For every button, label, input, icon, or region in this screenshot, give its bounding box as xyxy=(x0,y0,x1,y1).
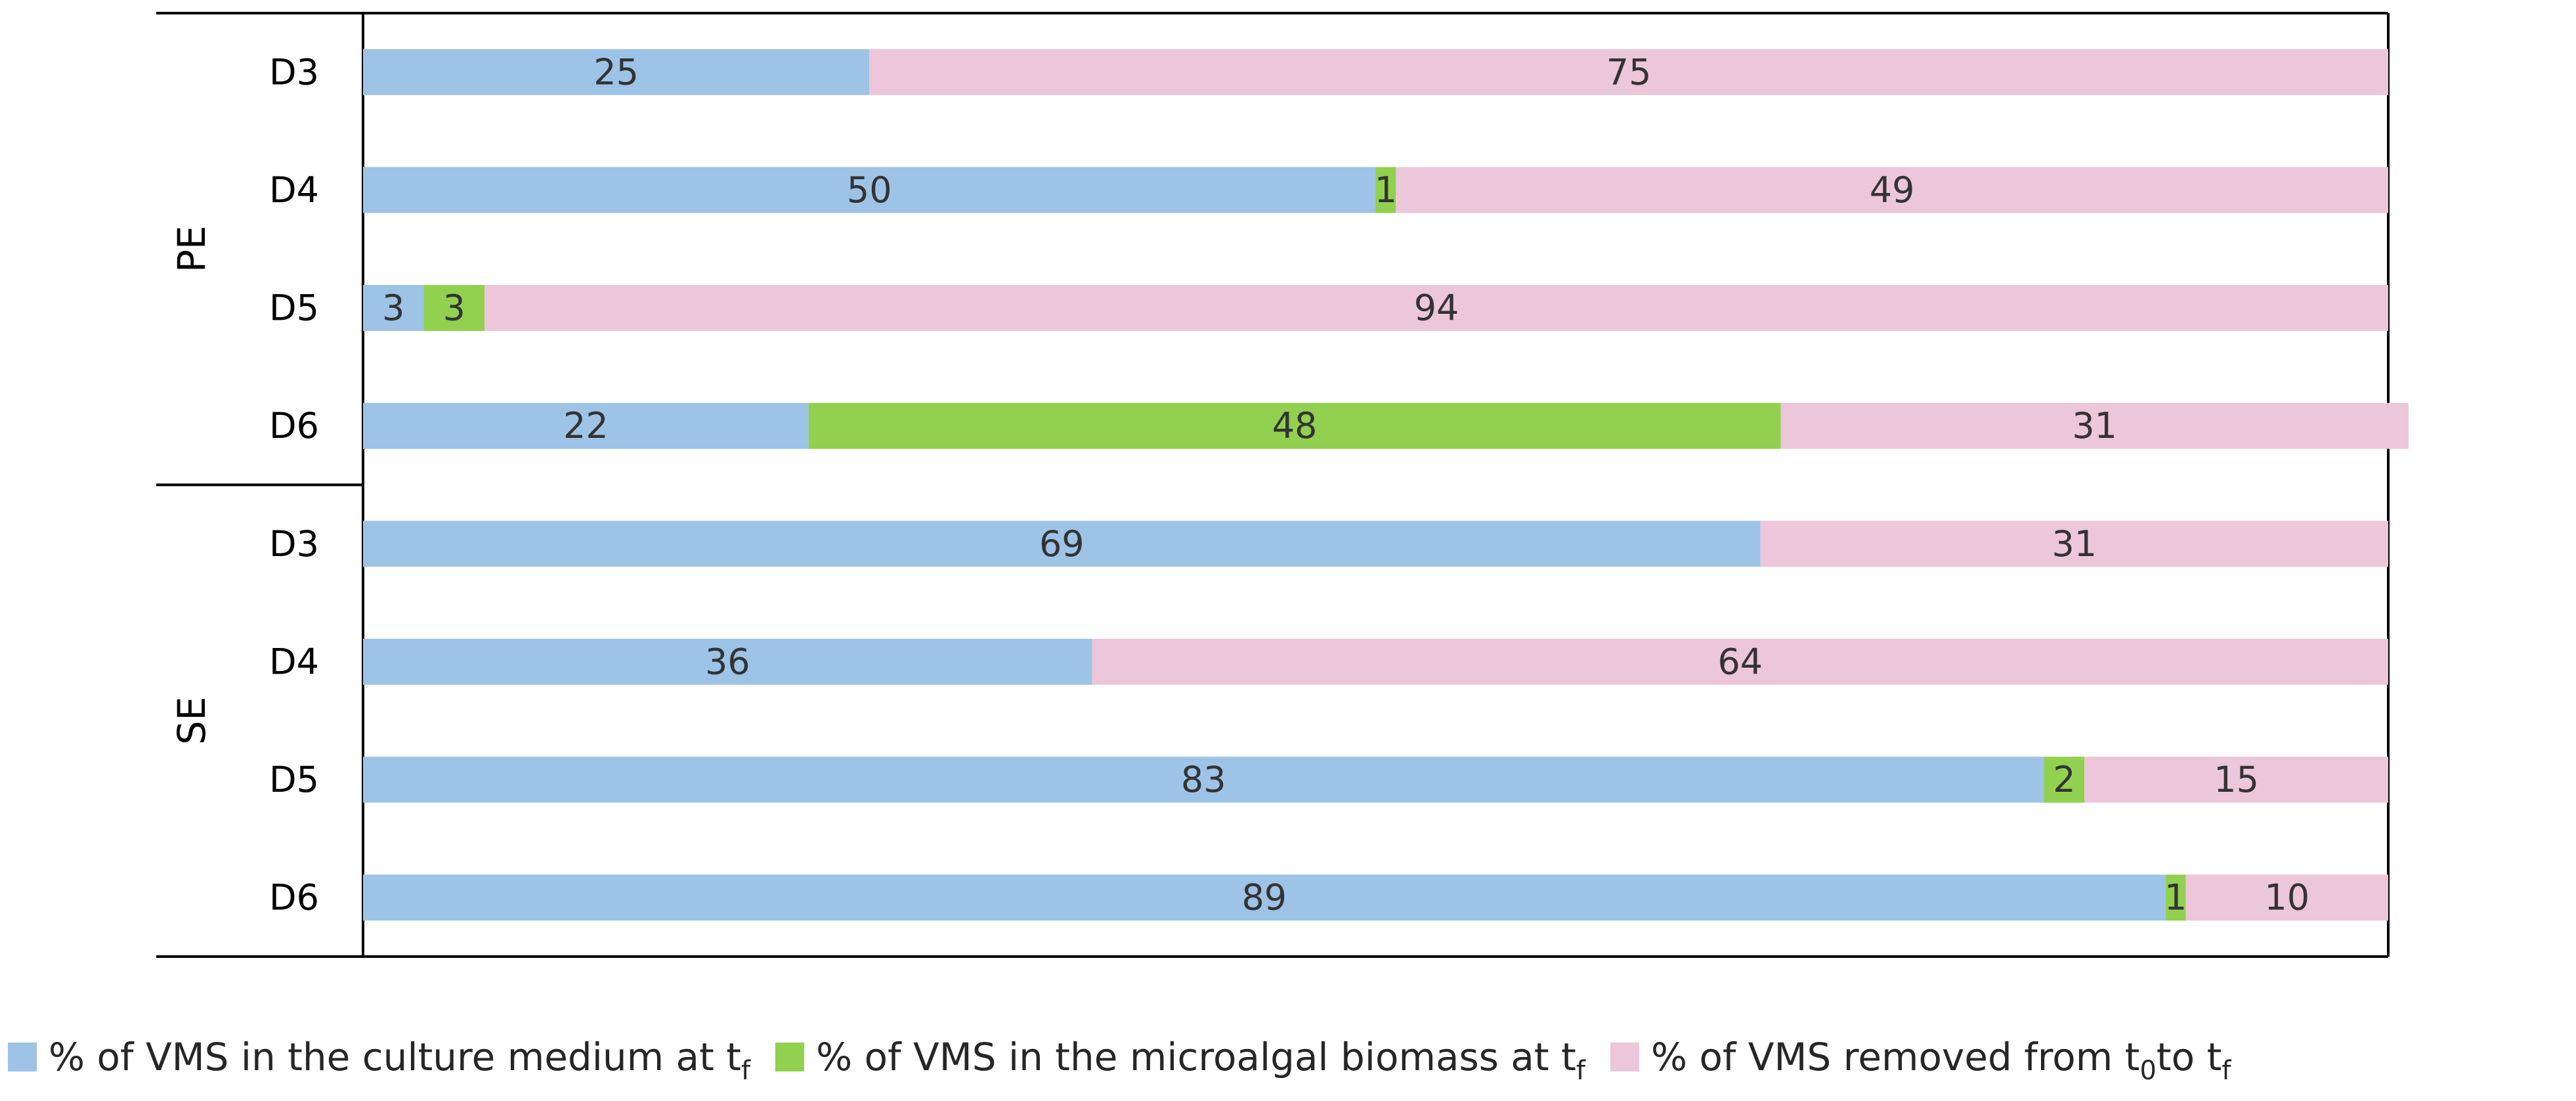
data-label-se-d3-series0: 69 xyxy=(1039,523,1084,565)
bar-segment-se-d6-series0 xyxy=(363,874,2166,921)
category-label-pe-d4: D4 xyxy=(269,169,319,211)
data-label-pe-d4-series1: 1 xyxy=(1375,169,1397,211)
data-label-se-d6-series2: 10 xyxy=(2264,877,2309,918)
category-label-se-d5: D5 xyxy=(269,759,319,800)
bar-segment-se-d5-series2 xyxy=(2084,756,2388,803)
category-label-pe-d3: D3 xyxy=(269,51,319,93)
category-label-pe-d6: D6 xyxy=(269,405,319,446)
bar-segment-pe-d6-series2 xyxy=(1780,402,2409,449)
bar-segment-pe-d4-series1 xyxy=(1375,167,1396,213)
data-label-se-d4-series0: 36 xyxy=(705,641,750,682)
data-label-pe-d6-series0: 22 xyxy=(563,405,609,446)
group-label-pe: PE xyxy=(169,225,214,272)
category-label-se-d3: D3 xyxy=(269,523,319,565)
data-label-pe-d5-series2: 94 xyxy=(1414,288,1459,329)
bars: 25 75 50 1 49 3 3 94 22 48 31 69 31 36 64 83 2 15 89 1 10 xyxy=(363,49,2409,921)
data-label-pe-d6-series2: 31 xyxy=(2072,405,2117,446)
bar-segment-se-d3-series2 xyxy=(1760,521,2388,567)
data-label-se-d5-series0: 83 xyxy=(1181,759,1226,800)
bar-segment-pe-d6-series0 xyxy=(363,402,809,449)
data-label-pe-d6-series1: 48 xyxy=(1272,405,1318,446)
bar-segment-se-d4-series0 xyxy=(363,638,1092,685)
axis-labels: PE SE D3 D4 D5 D6 D3 D4 D5 D6 xyxy=(169,51,319,918)
category-label-se-d4: D4 xyxy=(269,641,319,682)
bar-segment-se-d5-series0 xyxy=(363,756,2044,803)
legend-swatch-removed xyxy=(1610,1043,1639,1071)
bar-segment-pe-d6-series1 xyxy=(808,402,1781,449)
bar-segment-se-d6-series1 xyxy=(2165,874,2186,921)
group-label-se: SE xyxy=(169,697,214,745)
bar-segment-pe-d4-series0 xyxy=(363,167,1376,213)
data-label-se-d6-series1: 1 xyxy=(2164,877,2187,918)
data-label-pe-d3-series2: 75 xyxy=(1606,51,1652,93)
data-label-se-d6-series0: 89 xyxy=(1241,877,1287,918)
bar-segment-pe-d5-series2 xyxy=(484,285,2388,332)
data-label-se-d5-series2: 15 xyxy=(2214,759,2259,800)
data-label-se-d3-series2: 31 xyxy=(2051,523,2097,565)
bar-segment-pe-d4-series2 xyxy=(1396,167,2388,213)
bar-segment-pe-d5-series1 xyxy=(423,285,485,332)
bar-segment-se-d6-series2 xyxy=(2185,874,2388,921)
category-label-pe-d5: D5 xyxy=(269,288,319,329)
data-label-pe-d3-series0: 25 xyxy=(593,51,639,93)
data-label-pe-d4-series0: 50 xyxy=(847,169,892,211)
bar-segment-pe-d5-series0 xyxy=(363,285,424,332)
data-label-pe-d5-series1: 3 xyxy=(443,288,465,329)
data-label-pe-d4-series2: 49 xyxy=(1870,169,1915,211)
chart-frame xyxy=(156,12,2390,958)
bar-segment-se-d4-series2 xyxy=(1092,638,2388,685)
legend-swatch-culture-medium xyxy=(8,1043,37,1071)
bar-segment-se-d3-series0 xyxy=(363,521,1761,567)
data-label-se-d4-series2: 64 xyxy=(1717,641,1763,682)
stacked-bar-chart: PE SE D3 D4 D5 D6 D3 D4 D5 D6 25 75 50 1 49 3 3 94 22 48 31… xyxy=(156,12,2409,958)
bar-segment-se-d5-series1 xyxy=(2044,756,2085,803)
category-label-se-d6: D6 xyxy=(269,877,319,918)
legend-swatch-microalgal-biomass xyxy=(775,1043,805,1071)
data-label-se-d5-series1: 2 xyxy=(2053,759,2075,800)
bar-segment-pe-d3-series2 xyxy=(869,49,2388,95)
data-label-pe-d5-series0: 3 xyxy=(382,288,404,329)
bar-segment-pe-d3-series0 xyxy=(363,49,870,95)
